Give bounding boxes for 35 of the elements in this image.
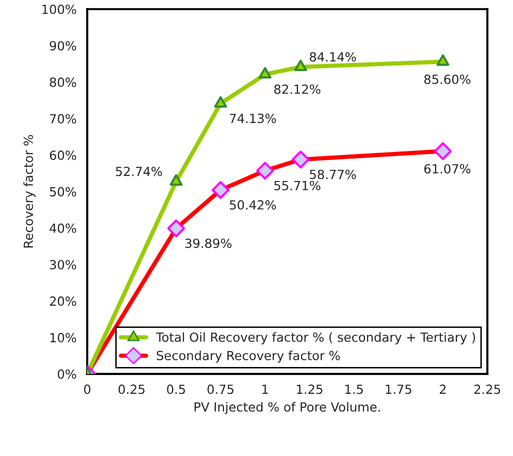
data-label: 82.12% [274,84,320,94]
x-tick-label: 1.75 [386,384,412,394]
y-tick-label: 10% [50,332,76,342]
y-tick-label: 50% [50,186,76,196]
data-label: 50.42% [230,200,276,210]
x-tick-label: 0.75 [208,384,234,394]
data-label: 85.60% [424,74,470,84]
x-tick-label: 2 [440,384,446,394]
data-label: 61.07% [424,164,470,174]
x-tick-label: 1.5 [345,384,363,394]
y-tick-label: 70% [50,114,76,124]
y-axis-title: Recovery factor % [23,135,36,248]
x-tick-label: 0.25 [118,384,144,394]
y-tick-label: 0% [58,369,76,379]
y-tick-label: 30% [50,260,76,270]
legend-label: Total Oil Recovery factor % ( secondary + Tertiary ) [156,332,476,344]
x-tick-label: 0.5 [167,384,185,394]
legend-label: Secondary Recovery factor % [156,350,340,363]
data-label: 84.14% [310,52,356,62]
y-tick-label: 40% [50,223,76,233]
y-tick-label: 100% [42,4,76,14]
x-tick-label: 1.25 [296,384,322,394]
x-tick-label: 2.25 [474,384,500,394]
data-label: 74.13% [230,114,276,124]
y-tick-label: 80% [50,78,76,88]
data-label: 55.71% [274,180,320,190]
data-label: 52.74% [116,166,162,176]
x-axis-title: PV Injected % of Pore Volume. [194,402,380,414]
y-tick-label: 90% [50,41,76,51]
data-label: 58.77% [310,170,356,180]
y-tick-label: 20% [50,296,76,306]
y-tick-label: 60% [50,150,76,160]
x-tick-label: 0 [84,384,90,394]
data-label: 39.89% [185,238,232,248]
x-tick-label: 1 [262,384,268,394]
